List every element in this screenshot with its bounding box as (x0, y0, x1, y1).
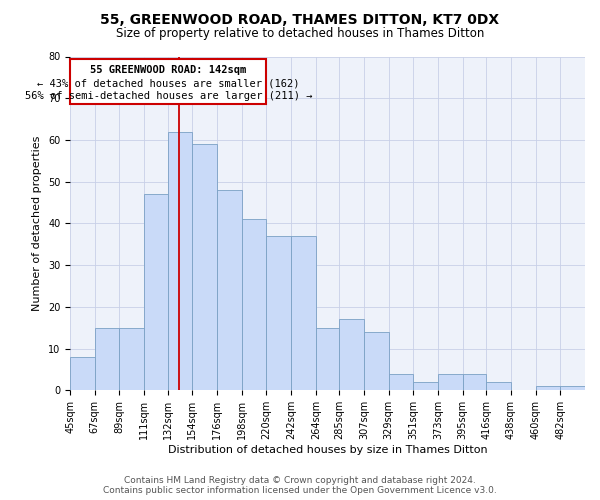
Bar (316, 328, 340, 390)
Text: Size of property relative to detached houses in Thames Ditton: Size of property relative to detached ho… (116, 28, 484, 40)
Y-axis label: Number of detached properties: Number of detached properties (32, 136, 43, 311)
Bar (119, 328, 144, 390)
Bar (486, 382, 511, 390)
Bar (536, 386, 560, 390)
Text: 55 GREENWOOD ROAD: 142sqm: 55 GREENWOOD ROAD: 142sqm (90, 65, 247, 75)
Bar (217, 190, 242, 390)
Text: Contains HM Land Registry data © Crown copyright and database right 2024.
Contai: Contains HM Land Registry data © Crown c… (103, 476, 497, 495)
Bar (242, 220, 266, 390)
Bar (193, 144, 217, 390)
Bar (389, 374, 413, 390)
Bar (144, 194, 168, 390)
Text: 56% of semi-detached houses are larger (211) →: 56% of semi-detached houses are larger (… (25, 91, 312, 101)
Bar (266, 236, 291, 390)
Bar (560, 386, 585, 390)
Text: 55, GREENWOOD ROAD, THAMES DITTON, KT7 0DX: 55, GREENWOOD ROAD, THAMES DITTON, KT7 0… (100, 12, 500, 26)
Bar (70, 357, 95, 390)
X-axis label: Distribution of detached houses by size in Thames Ditton: Distribution of detached houses by size … (168, 445, 487, 455)
Bar (413, 382, 438, 390)
Bar (438, 374, 463, 390)
Bar (70, 58, 266, 104)
Bar (364, 332, 389, 390)
Bar (340, 320, 364, 390)
Bar (291, 236, 316, 390)
Text: ← 43% of detached houses are smaller (162): ← 43% of detached houses are smaller (16… (37, 78, 299, 88)
Bar (95, 328, 119, 390)
Bar (463, 374, 486, 390)
Bar (168, 132, 193, 390)
